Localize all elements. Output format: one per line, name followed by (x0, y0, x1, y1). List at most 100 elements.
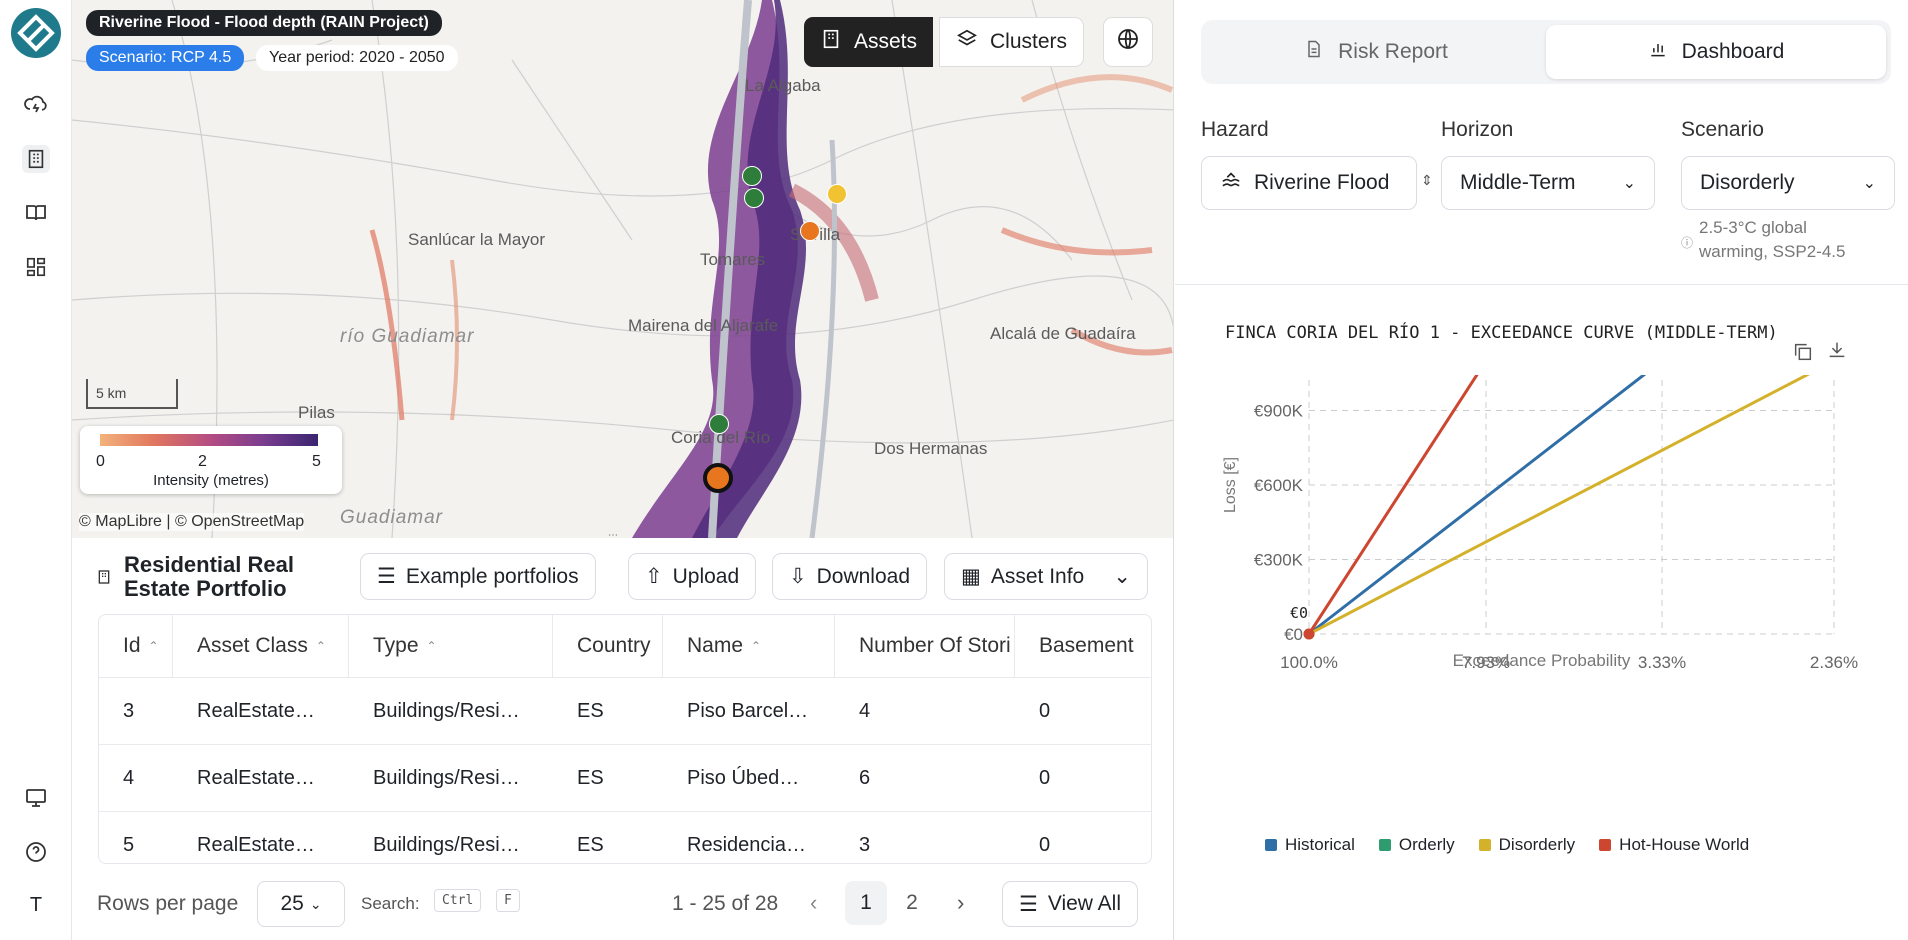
column-header[interactable]: Asset Class ⌃ (173, 615, 349, 677)
tab-dashboard[interactable]: Dashboard (1546, 25, 1886, 79)
prev-page-icon[interactable]: ‹ (810, 890, 818, 915)
region-label: Guadiamar (340, 507, 443, 528)
y-axis-label: Loss [€] (1222, 457, 1239, 513)
chart-x-label: Exceedance Probability (1452, 651, 1631, 670)
series-line (1308, 375, 1647, 636)
copy-icon[interactable] (1792, 341, 1814, 368)
chart-title: FINCA CORIA DEL RÍO 1 - EXCEEDANCE CURVE… (1225, 323, 1778, 343)
legend-label: Hot-House World (1619, 835, 1750, 854)
list-icon: ☰ (377, 565, 396, 588)
place-label: Dos Hermanas (874, 439, 988, 458)
column-header[interactable]: Type ⌃ (349, 615, 553, 677)
place-label: Alcalá de Guadaíra (990, 324, 1136, 343)
asset-marker[interactable] (744, 188, 764, 208)
upload-icon: ⇧ (645, 565, 663, 588)
app-logo[interactable] (11, 8, 61, 58)
column-header[interactable]: Id ⌃ (99, 615, 173, 677)
download-icon[interactable] (1826, 339, 1848, 366)
layer-title-pill: Riverine Flood - Flood depth (RAIN Proje… (86, 10, 442, 36)
kbd-ctrl: Ctrl (434, 889, 482, 912)
rows-per-page-select[interactable]: 25 ⌄ (257, 881, 345, 927)
map-attribution[interactable]: © MapLibre | © OpenStreetMap (79, 513, 305, 531)
scenario-select[interactable]: Disorderly ⌄ (1681, 156, 1895, 210)
y-tick-label: €300K (1254, 551, 1304, 570)
place-label: Sanlúcar la Mayor (408, 230, 546, 249)
assets-label: Assets (854, 30, 918, 53)
cloud-lightning-icon[interactable] (22, 90, 50, 118)
building-icon: ▦ (961, 565, 981, 588)
dashboard-grid-icon[interactable] (22, 253, 50, 281)
globe-button[interactable] (1103, 17, 1153, 67)
table-row[interactable]: 3 RealEstate… Buildings/Resi… ES Piso Ba… (99, 677, 1151, 744)
place-label: Tomares (700, 250, 766, 269)
asset-marker[interactable] (742, 166, 762, 186)
y-tick-label: €0 (1284, 625, 1303, 644)
x-tick-label: 2.36% (1810, 653, 1858, 672)
asset-info-button[interactable]: ▦ Asset Info ⌄ (944, 553, 1148, 600)
table-row[interactable]: 4 RealEstate… Buildings/Resi… ES Piso Úb… (99, 744, 1151, 811)
column-header[interactable]: Number Of Stori (835, 615, 1015, 677)
chevron-down-icon: ⌄ (309, 895, 322, 912)
x-tick-label: 100.0% (1280, 653, 1338, 672)
flood-map[interactable]: Riverine Flood - Flood depth (RAIN Proje… (72, 0, 1174, 538)
legend-label: Disorderly (1498, 835, 1576, 854)
page-button-1[interactable]: 1 (845, 881, 887, 925)
view-all-button[interactable]: ☰ View All (1002, 881, 1138, 927)
download-button[interactable]: ⇩ Download (772, 553, 928, 600)
asset-marker[interactable] (800, 221, 820, 241)
exceedance-chart-card: FINCA CORIA DEL RÍO 1 - EXCEEDANCE CURVE… (1175, 284, 1908, 940)
help-icon[interactable] (22, 838, 50, 866)
legend-label: Historical (1285, 835, 1355, 854)
place-label: Coria del Río (671, 428, 771, 447)
asset-marker[interactable] (827, 184, 847, 204)
water-waves-icon (1220, 169, 1242, 197)
layers-icon (956, 28, 978, 56)
tab-risk-report[interactable]: Risk Report (1206, 25, 1546, 79)
y-tick-label: €600K (1254, 476, 1304, 495)
legend-item[interactable]: Hot-House World (1599, 835, 1749, 855)
series-line (1307, 375, 1479, 635)
column-header[interactable]: Name ⌃ (663, 615, 835, 677)
page-button-2[interactable]: 2 (906, 891, 918, 914)
legend-tick: 5 (312, 453, 321, 470)
intensity-legend: 0 2 5 Intensity (metres) (80, 426, 342, 494)
column-header[interactable]: Country (553, 615, 663, 677)
legend-item[interactable]: Orderly (1378, 835, 1455, 855)
assets-toggle[interactable]: Assets (804, 17, 934, 67)
stepper-icon[interactable]: ⇕ (1421, 172, 1433, 188)
asset-marker[interactable] (709, 414, 729, 434)
upload-button[interactable]: ⇧ Upload (628, 553, 757, 600)
clusters-toggle[interactable]: Clusters (939, 17, 1085, 67)
rows-per-page-label: Rows per page (97, 892, 239, 915)
chevron-down-icon: ⌄ (1862, 175, 1876, 192)
resize-handle[interactable]: ⋯ (608, 530, 618, 538)
legend-item[interactable]: Historical (1265, 835, 1355, 855)
table-row[interactable]: 5 RealEstate… Buildings/Resi… ES Residen… (99, 811, 1151, 863)
monitor-icon[interactable] (22, 784, 50, 812)
place-label: La Algaba (745, 76, 821, 95)
scenario-label: Scenario (1681, 118, 1764, 141)
info-icon: ⓘ (1681, 236, 1694, 250)
exceedance-chart: €0€300K€600K€900K€1.2M100.0%7.93%3.33%2.… (1222, 375, 1858, 672)
building-icon (96, 569, 112, 590)
legend-gradient (100, 434, 318, 446)
kbd-f: F (496, 889, 520, 912)
x-tick-label: 3.33% (1638, 653, 1686, 672)
clusters-label: Clusters (990, 30, 1068, 53)
hazard-select[interactable]: Riverine Flood (1201, 156, 1417, 210)
book-icon[interactable] (22, 199, 50, 227)
user-avatar[interactable]: T (29, 893, 43, 916)
example-portfolios-button[interactable]: ☰ Example portfolios (360, 553, 596, 600)
place-label: Mairena del Aljarafe (628, 316, 779, 335)
selected-asset-marker[interactable] (703, 463, 733, 493)
portfolio-panel: Residential Real Estate Portfolio ☰ Exampl… (72, 538, 1174, 940)
legend-item[interactable]: Disorderly (1478, 835, 1576, 855)
next-page-icon[interactable]: › (957, 890, 965, 915)
scale-label: 5 km (96, 385, 127, 401)
column-header[interactable]: Basement (1039, 634, 1134, 657)
building-icon[interactable] (22, 145, 50, 173)
legend-label: Orderly (1398, 835, 1455, 854)
building-icon (820, 28, 842, 56)
horizon-select[interactable]: Middle-Term ⌄ (1441, 156, 1655, 210)
download-icon: ⇩ (789, 565, 807, 588)
